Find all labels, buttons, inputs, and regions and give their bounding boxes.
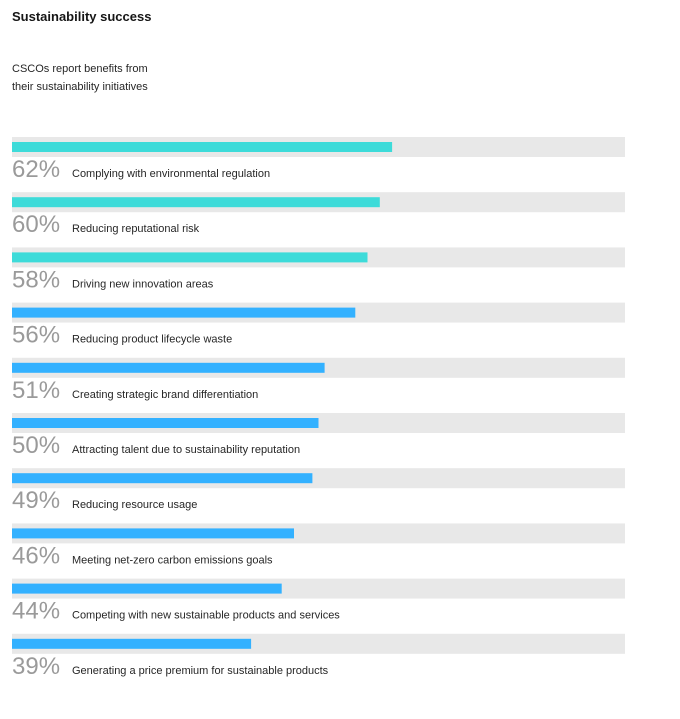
bar xyxy=(12,473,313,484)
bar-row: 39% Generating a price premium for sustai… xyxy=(12,633,625,680)
bar-category-label: Reducing reputational risk xyxy=(72,223,200,235)
bar-value-label: 39% xyxy=(12,653,60,680)
chart-title: Sustainability success xyxy=(12,9,152,24)
bar xyxy=(12,528,294,539)
bar xyxy=(12,142,393,152)
bar-row: 50% Attracting talent due to sustainabili… xyxy=(12,413,625,459)
bar-category-label: Reducing resource usage xyxy=(72,499,197,511)
bar-value-label: 62% xyxy=(12,156,60,183)
bar-row: 56% Reducing product lifecycle waste xyxy=(12,302,625,349)
bar-category-label: Creating strategic brand differentiation xyxy=(72,389,258,401)
bar-category-label: Driving new innovation areas xyxy=(72,278,214,290)
bar-category-label: Attracting talent due to sustainability … xyxy=(72,444,300,456)
bar-row: 60% Reducing reputational risk xyxy=(12,192,625,238)
bar xyxy=(12,583,282,594)
bar-value-label: 51% xyxy=(12,377,60,404)
bar-category-label: Meeting net-zero carbon emissions goals xyxy=(72,554,273,566)
bar-row: 49% Reducing resource usage xyxy=(12,468,625,514)
bar-category-label: Competing with new sustainable products … xyxy=(72,610,340,622)
bar-value-label: 58% xyxy=(12,266,60,293)
bar xyxy=(12,197,380,208)
bar-category-label: Reducing product lifecycle waste xyxy=(72,334,232,346)
bar-value-label: 44% xyxy=(12,598,60,625)
bar-value-label: 49% xyxy=(12,487,60,514)
bar xyxy=(12,252,368,263)
bar-row: 51% Creating strategic brand differentiat… xyxy=(12,357,625,404)
bar-value-label: 46% xyxy=(12,542,60,569)
bar-category-label: Generating a price premium for sustainab… xyxy=(72,665,329,677)
chart-subtitle: CSCOs report benefits from their sustain… xyxy=(12,63,148,93)
bar-row: 44% Competing with new sustainable produc… xyxy=(12,578,625,625)
bar-value-label: 60% xyxy=(12,211,60,238)
bar-value-label: 56% xyxy=(12,322,60,349)
bar xyxy=(12,638,252,649)
bar-row: 58% Driving new innovation areas xyxy=(12,247,625,293)
bar-category-label: Complying with environmental regulation xyxy=(72,168,270,180)
bar xyxy=(12,418,319,428)
bar-row: 62% Complying with environmental regulati… xyxy=(12,137,625,183)
bar xyxy=(12,307,356,318)
bar-value-label: 50% xyxy=(12,432,60,459)
bar xyxy=(12,362,325,373)
bar-row: 46% Meeting net-zero carbon emissions goa… xyxy=(12,523,625,569)
